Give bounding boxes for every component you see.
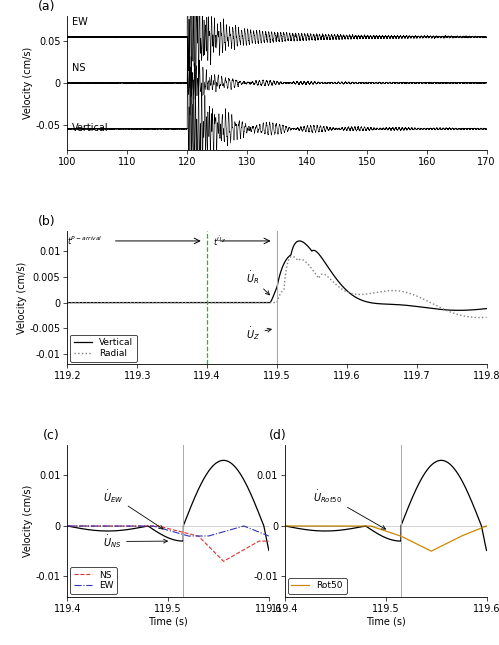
Radial: [64, 299, 70, 306]
EW: [69, 522, 75, 530]
Radial: [477, 313, 483, 321]
Rot50: [484, 522, 490, 530]
NS: [186, 530, 192, 537]
EW: [139, 522, 145, 530]
NS: [231, 552, 237, 560]
NS: [82, 522, 88, 530]
Vertical: [435, 305, 441, 313]
Line: Rot50: Rot50: [285, 526, 487, 551]
Vertical: [484, 304, 490, 312]
Text: Vertical: Vertical: [72, 123, 109, 133]
X-axis label: Time (s): Time (s): [366, 617, 406, 626]
Rot50: [300, 522, 306, 530]
NS: [69, 522, 75, 530]
NS: [64, 522, 70, 530]
NS: [221, 557, 227, 565]
Text: $t^{\dot{U}_Z}$: $t^{\dot{U}_Z}$: [213, 233, 226, 248]
Legend: Rot50: Rot50: [288, 578, 347, 594]
Text: $\dot{U}_R$: $\dot{U}_R$: [246, 269, 269, 295]
Radial: [69, 299, 75, 306]
EW: [82, 522, 88, 530]
EW: [186, 532, 192, 540]
Rot50: [428, 548, 434, 555]
Radial: [484, 313, 490, 321]
EW: [266, 532, 272, 540]
Rot50: [293, 522, 299, 530]
Line: NS: NS: [67, 526, 269, 561]
Radial: [379, 288, 385, 295]
Text: (c): (c): [43, 429, 60, 442]
Text: $t^{P-arrival}$: $t^{P-arrival}$: [67, 235, 103, 247]
NS: [139, 522, 145, 530]
Text: $\dot{U}_Z$: $\dot{U}_Z$: [246, 326, 271, 342]
Radial: [164, 299, 170, 306]
Text: (d): (d): [269, 429, 286, 442]
Text: $\dot{U}_{NS}$: $\dot{U}_{NS}$: [103, 533, 168, 550]
Rot50: [448, 537, 454, 545]
Vertical: [456, 306, 462, 314]
Radial: [254, 299, 260, 306]
Vertical: [478, 305, 484, 313]
Vertical: [254, 299, 260, 306]
Line: EW: EW: [67, 526, 269, 536]
Y-axis label: Velocity (cm/s): Velocity (cm/s): [23, 485, 33, 557]
Rot50: [403, 535, 409, 542]
Y-axis label: Velocity (cm/s): Velocity (cm/s): [16, 261, 26, 333]
Text: (a): (a): [38, 1, 55, 14]
Y-axis label: Velocity (cm/s): Velocity (cm/s): [22, 47, 32, 119]
Vertical: [296, 237, 302, 245]
Rot50: [282, 522, 288, 530]
Rot50: [357, 522, 363, 530]
EW: [186, 532, 192, 540]
EW: [231, 525, 237, 533]
Line: Radial: Radial: [67, 256, 487, 317]
Vertical: [64, 299, 70, 306]
Text: EW: EW: [72, 17, 88, 27]
Radial: [478, 313, 484, 321]
Text: (b): (b): [38, 215, 56, 228]
EW: [75, 522, 81, 530]
X-axis label: Time (s): Time (s): [148, 617, 188, 626]
Text: NS: NS: [72, 63, 86, 73]
Line: Vertical: Vertical: [67, 241, 487, 310]
Text: $\dot{U}_{Rot50}$: $\dot{U}_{Rot50}$: [313, 488, 386, 529]
NS: [75, 522, 81, 530]
Vertical: [69, 299, 75, 306]
Text: $\dot{U}_{EW}$: $\dot{U}_{EW}$: [103, 488, 163, 529]
EW: [64, 522, 70, 530]
NS: [266, 537, 272, 545]
Vertical: [164, 299, 170, 306]
Legend: Vertical, Radial: Vertical, Radial: [70, 335, 137, 362]
Radial: [289, 252, 295, 260]
Legend: NS, EW: NS, EW: [70, 567, 117, 594]
Vertical: [379, 300, 385, 308]
Rot50: [286, 522, 292, 530]
Radial: [435, 303, 441, 310]
